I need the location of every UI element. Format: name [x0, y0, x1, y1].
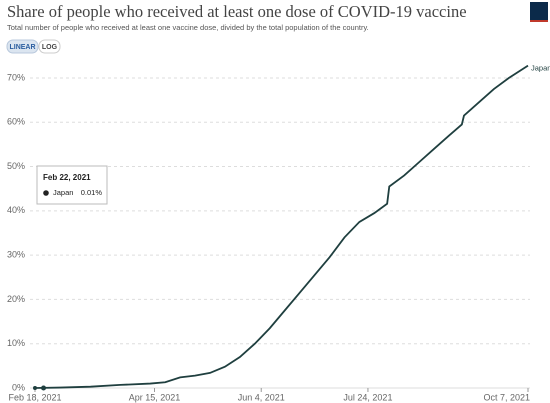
tooltip-swatch	[43, 190, 49, 196]
y-tick-label: 20%	[7, 294, 25, 304]
line-start-dot	[33, 386, 37, 390]
chart-subtitle: Total number of people who received at l…	[7, 23, 369, 32]
y-tick-label: 0%	[12, 382, 25, 392]
tooltip-box	[36, 165, 108, 205]
tooltip: Feb 22, 2021 Japan 0.01%	[36, 165, 108, 205]
linear-button-label[interactable]: LINEAR	[9, 44, 35, 51]
log-button-label[interactable]: LOG	[42, 44, 58, 51]
log-button[interactable]	[38, 39, 61, 54]
tooltip-date: Feb 22, 2021	[43, 173, 91, 182]
tooltip-series: Japan	[53, 188, 73, 197]
y-tick-label: 50%	[7, 161, 25, 171]
y-tick-label: 40%	[7, 205, 25, 215]
logo	[530, 2, 548, 22]
plot-area: 0% 10% 20% 30% 40% 50% 60% 70% Feb 18, 2021 Apr 1…	[7, 64, 550, 403]
y-tick-label: 10%	[7, 338, 25, 348]
hover-point	[41, 385, 47, 391]
x-tick-label: Apr 15, 2021	[129, 392, 181, 402]
chart-title: Share of people who received at least on…	[7, 2, 467, 21]
y-tick-label: 70%	[7, 72, 25, 82]
x-tick-label: Jun 4, 2021	[238, 392, 285, 402]
y-tick-label: 30%	[7, 250, 25, 260]
tooltip-value: 0.01%	[81, 188, 103, 197]
x-tick-label: Jul 24, 2021	[343, 392, 392, 402]
logo-bar	[530, 20, 548, 22]
data-line	[34, 64, 529, 389]
x-tick-label: Oct 7, 2021	[483, 392, 530, 402]
x-tick-label: Feb 18, 2021	[8, 392, 61, 402]
series-label: Japan	[531, 64, 550, 73]
linear-button[interactable]	[6, 39, 39, 54]
y-tick-label: 60%	[7, 117, 25, 127]
